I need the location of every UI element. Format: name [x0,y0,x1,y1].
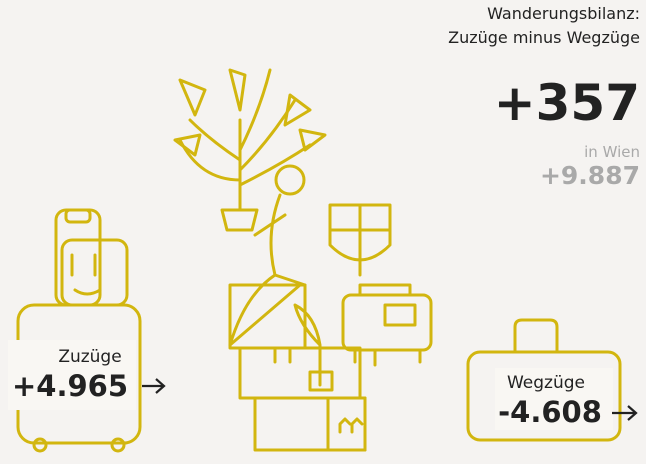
infographic: Zuzüge +4.965 Wegzüge -4.608 Wanderungsb… [0,0,646,464]
title: Wanderungsbilanz: [487,4,640,23]
departures-value: -4.608 [498,395,602,429]
vienna-value: +9.887 [540,161,640,190]
title: Zuzüge minus Wegzüge [448,28,640,47]
arrivals-label: Zuzüge [58,347,121,367]
vienna-label: in Wien [584,143,640,161]
departures-label: Wegzüge [507,373,585,393]
arrivals-value: +4.965 [12,369,128,403]
total-value: +357 [494,74,640,132]
